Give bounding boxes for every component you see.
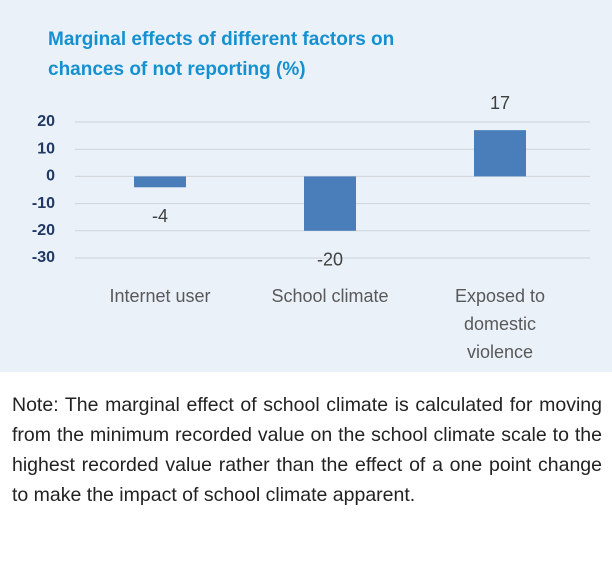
y-tick-label: -20	[32, 222, 55, 239]
data-label: -4	[152, 206, 168, 226]
chart-title: Marginal effects of different factors on	[48, 29, 394, 50]
y-tick-label: 20	[37, 113, 55, 130]
chart: Marginal effects of different factors on…	[32, 29, 590, 270]
chart-title: chances of not reporting (%)	[48, 59, 306, 80]
y-tick-label: -10	[32, 195, 55, 212]
bar	[134, 176, 186, 188]
x-tick-label: Internet user	[109, 286, 211, 306]
x-tick-label: Exposed to domestic violence	[454, 286, 546, 362]
bar	[304, 176, 356, 231]
y-tick-label: -30	[32, 249, 55, 266]
note: Note: The marginal effect of school clim…	[12, 394, 602, 506]
y-tick-label: 0	[46, 168, 55, 185]
data-label: -20	[317, 250, 343, 270]
data-label: 17	[490, 93, 510, 113]
bar	[474, 130, 526, 177]
y-tick-label: 10	[37, 140, 55, 157]
x-tick-label: School climate	[271, 286, 389, 306]
